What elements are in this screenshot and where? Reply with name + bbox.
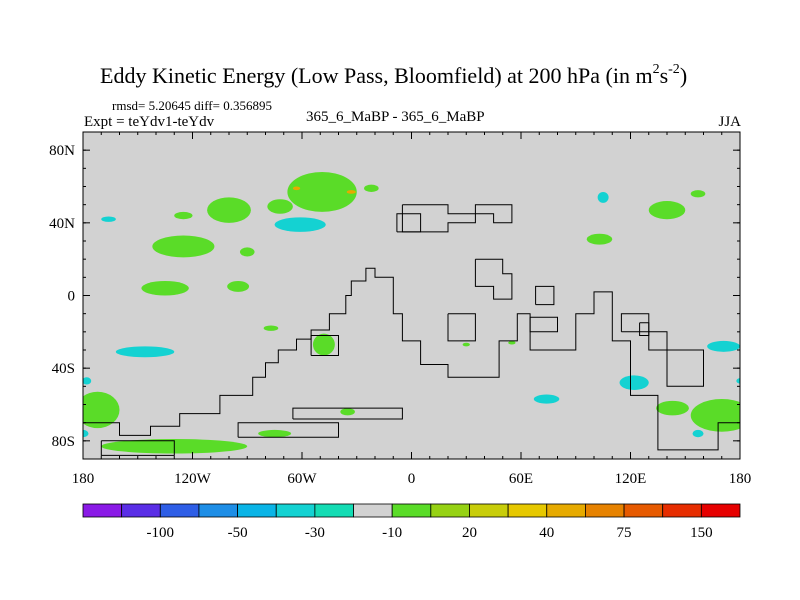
anomaly-patch-29 bbox=[692, 429, 704, 438]
x-tick-label-4: 60E bbox=[509, 471, 533, 487]
coastlines bbox=[83, 204, 740, 456]
x-tick-label-3: 0 bbox=[408, 471, 416, 487]
anomaly-patch-14 bbox=[340, 408, 355, 416]
center-string: 365_6_MaBP - 365_6_MaBP bbox=[306, 109, 485, 125]
colorbar: -100 -50 -30 -10 20 40 75 150 bbox=[82, 503, 741, 541]
anomaly-patch-16 bbox=[690, 190, 706, 198]
anomaly-patch-20 bbox=[462, 342, 470, 347]
colorbar-label-3: -10 bbox=[382, 525, 402, 541]
colorbar-label-7: 150 bbox=[690, 525, 713, 541]
x-tick-label-6: 180 bbox=[729, 471, 752, 487]
coastline-9 bbox=[620, 313, 704, 387]
colorbar-box-5 bbox=[275, 503, 316, 518]
y-tick-label-3: 40S bbox=[52, 361, 75, 377]
anomaly-patch-0 bbox=[174, 211, 193, 220]
stats-label: rmsd= 5.20645 diff= 0.356895 bbox=[112, 98, 272, 113]
colorbar-label-5: 40 bbox=[539, 525, 554, 541]
anomaly-patch-10 bbox=[312, 333, 335, 356]
coastline-2 bbox=[237, 422, 339, 438]
anomaly-patch-24 bbox=[115, 346, 175, 358]
right-string: JJA bbox=[718, 114, 741, 130]
colorbar-box-10 bbox=[469, 503, 509, 518]
anomaly-patch-26 bbox=[83, 429, 89, 438]
anomaly-patch-7 bbox=[141, 280, 189, 296]
colorbar-box-0 bbox=[82, 503, 123, 518]
colorbar-label-6: 75 bbox=[617, 525, 632, 541]
anomaly-patch-27 bbox=[619, 375, 649, 390]
anomaly-patch-22 bbox=[101, 216, 116, 222]
anomaly-patch-15 bbox=[648, 201, 686, 220]
colorbar-box-2 bbox=[159, 503, 200, 518]
coastline-6 bbox=[396, 213, 422, 233]
anomaly-patch-18 bbox=[656, 400, 689, 416]
anomaly-patch-32 bbox=[597, 191, 609, 203]
x-tick-label-1: 120W bbox=[174, 471, 212, 487]
anomaly-patch-33 bbox=[292, 186, 301, 191]
colorbar-box-12 bbox=[546, 503, 586, 518]
colorbar-box-16 bbox=[700, 503, 741, 518]
axis-ticks: 180 120W 60W 0 60E 120E 180 80N 40N 0 40S 80S bbox=[49, 131, 752, 487]
anomaly-patch-1 bbox=[207, 197, 251, 223]
anomaly-patch-34 bbox=[346, 190, 356, 194]
anomaly-patch-11 bbox=[83, 391, 120, 429]
colorbar-box-7 bbox=[353, 503, 393, 518]
anomaly-patch-28 bbox=[533, 394, 560, 404]
anomaly-patch-3 bbox=[239, 247, 255, 257]
coastline-5 bbox=[401, 204, 513, 233]
coastline-0 bbox=[83, 267, 740, 451]
coastline-8 bbox=[447, 313, 476, 342]
plot-background bbox=[83, 132, 740, 459]
anomaly-patch-17 bbox=[586, 233, 613, 245]
colorbar-box-6 bbox=[314, 503, 354, 518]
y-tick-label-0: 80N bbox=[49, 143, 75, 159]
colorbar-label-2: -30 bbox=[305, 525, 325, 541]
anomaly-patch-19 bbox=[690, 399, 740, 432]
colorbar-box-14 bbox=[623, 503, 664, 518]
colorbar-label-4: 20 bbox=[462, 525, 477, 541]
coastline-12 bbox=[535, 285, 555, 306]
left-string: Expt = teYdv1-teYdv bbox=[84, 114, 215, 130]
x-tick-label-5: 120E bbox=[615, 471, 647, 487]
anomaly-patch-31 bbox=[736, 378, 740, 384]
colorbar-box-4 bbox=[237, 503, 277, 518]
anomaly-patch-6 bbox=[364, 184, 379, 192]
title-block: Eddy Kinetic Energy (Low Pass, Bloomfiel… bbox=[84, 62, 741, 130]
colorbar-label-0: -100 bbox=[147, 525, 175, 541]
colorbar-box-3 bbox=[198, 503, 238, 518]
y-tick-label-1: 40N bbox=[49, 216, 75, 232]
coastline-3 bbox=[292, 407, 403, 420]
colorbar-box-11 bbox=[507, 503, 548, 518]
colorbar-box-13 bbox=[585, 503, 625, 518]
anomaly-patch-13 bbox=[258, 429, 292, 438]
colorbar-box-8 bbox=[391, 503, 432, 518]
coastline-4 bbox=[310, 335, 339, 356]
anomaly-patch-2 bbox=[152, 235, 215, 258]
coastline-11 bbox=[529, 316, 558, 333]
anomaly-patch-4 bbox=[267, 199, 293, 214]
x-tick-label-0: 180 bbox=[72, 471, 95, 487]
y-tick-label-2: 0 bbox=[68, 289, 76, 305]
coastline-7 bbox=[474, 258, 513, 300]
chart-title: Eddy Kinetic Energy (Low Pass, Bloomfiel… bbox=[100, 62, 687, 88]
coastline-1 bbox=[100, 440, 175, 456]
anomaly-patch-21 bbox=[508, 340, 516, 345]
anomaly-patch-5 bbox=[287, 171, 357, 212]
colorbar-box-1 bbox=[121, 503, 161, 518]
anomaly-patch-9 bbox=[263, 325, 279, 331]
anomaly-patch-30 bbox=[707, 340, 740, 352]
anomaly-patch-23 bbox=[274, 217, 326, 232]
anomaly-patch-25 bbox=[83, 377, 92, 385]
anomaly-patch-8 bbox=[227, 280, 250, 292]
colorbar-box-15 bbox=[662, 503, 702, 518]
coastline-10 bbox=[639, 322, 650, 336]
y-tick-label-4: 80S bbox=[52, 434, 75, 450]
colorbar-box-9 bbox=[430, 503, 470, 518]
x-tick-label-2: 60W bbox=[287, 471, 317, 487]
colorbar-label-1: -50 bbox=[228, 525, 248, 541]
